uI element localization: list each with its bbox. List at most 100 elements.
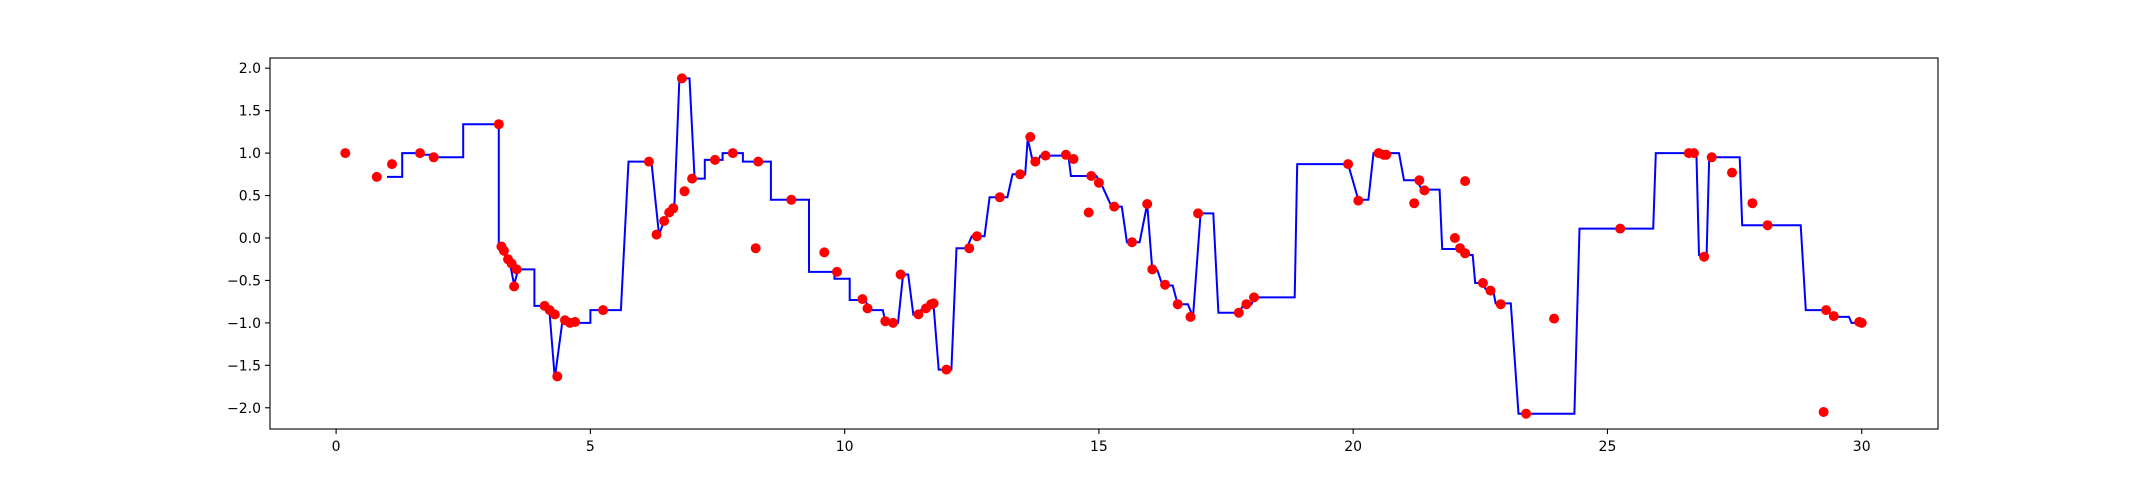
scatter-point: [1460, 176, 1471, 187]
scatter-point: [1706, 152, 1717, 163]
scatter-point: [1343, 159, 1354, 170]
scatter-point: [679, 186, 690, 197]
scatter-point: [1856, 317, 1867, 328]
scatter-point: [913, 309, 924, 320]
y-tick-label: −0.5: [227, 273, 261, 289]
x-axis-ticks: 0 5 10 15 20 25 30: [332, 429, 1871, 455]
y-tick-label: −1.5: [227, 358, 261, 374]
scatter-point: [1460, 248, 1471, 259]
scatter-point: [1381, 149, 1392, 160]
scatter-point: [1414, 175, 1425, 186]
scatter-point: [1093, 177, 1104, 188]
x-tick-label: 30: [1853, 439, 1871, 455]
scatter-series-layer: [340, 73, 1867, 419]
scatter-point: [1025, 132, 1036, 142]
scatter-point: [1142, 199, 1153, 209]
scatter-point: [387, 159, 397, 170]
scatter-point: [964, 243, 975, 254]
y-tick-label: 0.5: [239, 189, 261, 205]
scatter-point: [857, 294, 868, 305]
scatter-point: [1409, 198, 1420, 209]
scatter-point: [1449, 233, 1460, 243]
scatter-point: [552, 371, 563, 382]
scatter-point: [1353, 195, 1364, 206]
scatter-point: [687, 173, 698, 184]
scatter-point: [340, 148, 351, 159]
x-tick-label: 25: [1599, 439, 1617, 455]
y-tick-label: 1.5: [239, 104, 261, 120]
scatter-point: [1030, 156, 1041, 167]
scatter-point: [1549, 313, 1560, 324]
scatter-point: [1086, 171, 1097, 181]
scatter-point: [509, 281, 520, 292]
scatter-point: [1699, 251, 1710, 262]
scatter-point: [1521, 408, 1532, 419]
scatter-point: [753, 156, 764, 167]
scatter-point: [598, 305, 609, 316]
scatter-point: [643, 156, 654, 167]
scatter-point: [493, 119, 504, 130]
scatter-point: [668, 203, 679, 214]
scatter-point: [570, 317, 581, 327]
y-tick-label: −1.0: [227, 316, 261, 332]
scatter-point: [511, 264, 522, 275]
scatter-point: [1015, 169, 1026, 180]
scatter-point: [1241, 299, 1252, 310]
scatter-point: [1477, 278, 1488, 288]
scatter-point: [1040, 150, 1051, 161]
scatter-point: [549, 309, 560, 320]
scatter-point: [1818, 407, 1829, 417]
scatter-point: [1747, 198, 1758, 209]
scatter-point: [1419, 185, 1430, 196]
x-tick-label: 20: [1344, 439, 1362, 455]
y-tick-label: 0.0: [239, 231, 261, 247]
scatter-point: [786, 194, 797, 205]
y-tick-label: 2.0: [239, 61, 261, 77]
scatter-point: [1060, 149, 1071, 160]
scatter-point: [1762, 220, 1773, 231]
scatter-point: [1147, 264, 1158, 275]
y-axis-ticks: −2.0 −1.5 −1.0 −0.5 0.0 0.5 1.0 1.5 2.0: [227, 61, 270, 417]
scatter-point: [1068, 154, 1079, 164]
scatter-point: [676, 73, 687, 84]
x-tick-label: 0: [332, 439, 341, 455]
y-tick-label: −2.0: [227, 401, 261, 417]
y-tick-label: 1.0: [239, 146, 261, 162]
scatter-point: [1615, 223, 1626, 234]
scatter-point: [1185, 311, 1196, 322]
x-tick-label: 15: [1090, 439, 1108, 455]
scatter-point: [1109, 201, 1120, 212]
scatter-point: [895, 269, 906, 280]
scatter-point: [415, 148, 425, 159]
scatter-point: [832, 266, 842, 277]
scatter-point: [1127, 237, 1137, 248]
scatter-point: [1828, 311, 1839, 322]
scatter-point: [428, 152, 439, 163]
scatter-point: [880, 316, 891, 327]
scatter-point: [819, 247, 830, 258]
scatter-point: [651, 229, 662, 240]
x-tick-label: 5: [586, 439, 595, 455]
axes-frame: [269, 57, 1939, 430]
scatter-point: [1233, 307, 1244, 318]
scatter-point: [1160, 279, 1170, 290]
scatter-point: [1249, 292, 1259, 303]
scatter-point: [1172, 299, 1183, 310]
scatter-point: [994, 192, 1005, 203]
scatter-point: [1193, 208, 1204, 219]
scatter-point: [1495, 299, 1506, 310]
scatter-point: [862, 303, 873, 314]
scatter-point: [371, 171, 382, 182]
scatter-point: [1821, 305, 1832, 316]
scatter-point: [971, 231, 982, 242]
scatter-point: [1083, 207, 1094, 218]
scatter-point: [727, 148, 738, 159]
scatter-point: [1485, 285, 1496, 296]
scatter-point: [710, 154, 720, 165]
scatter-point: [750, 243, 761, 254]
scatter-point: [1727, 167, 1737, 178]
scatter-point: [1688, 148, 1699, 159]
